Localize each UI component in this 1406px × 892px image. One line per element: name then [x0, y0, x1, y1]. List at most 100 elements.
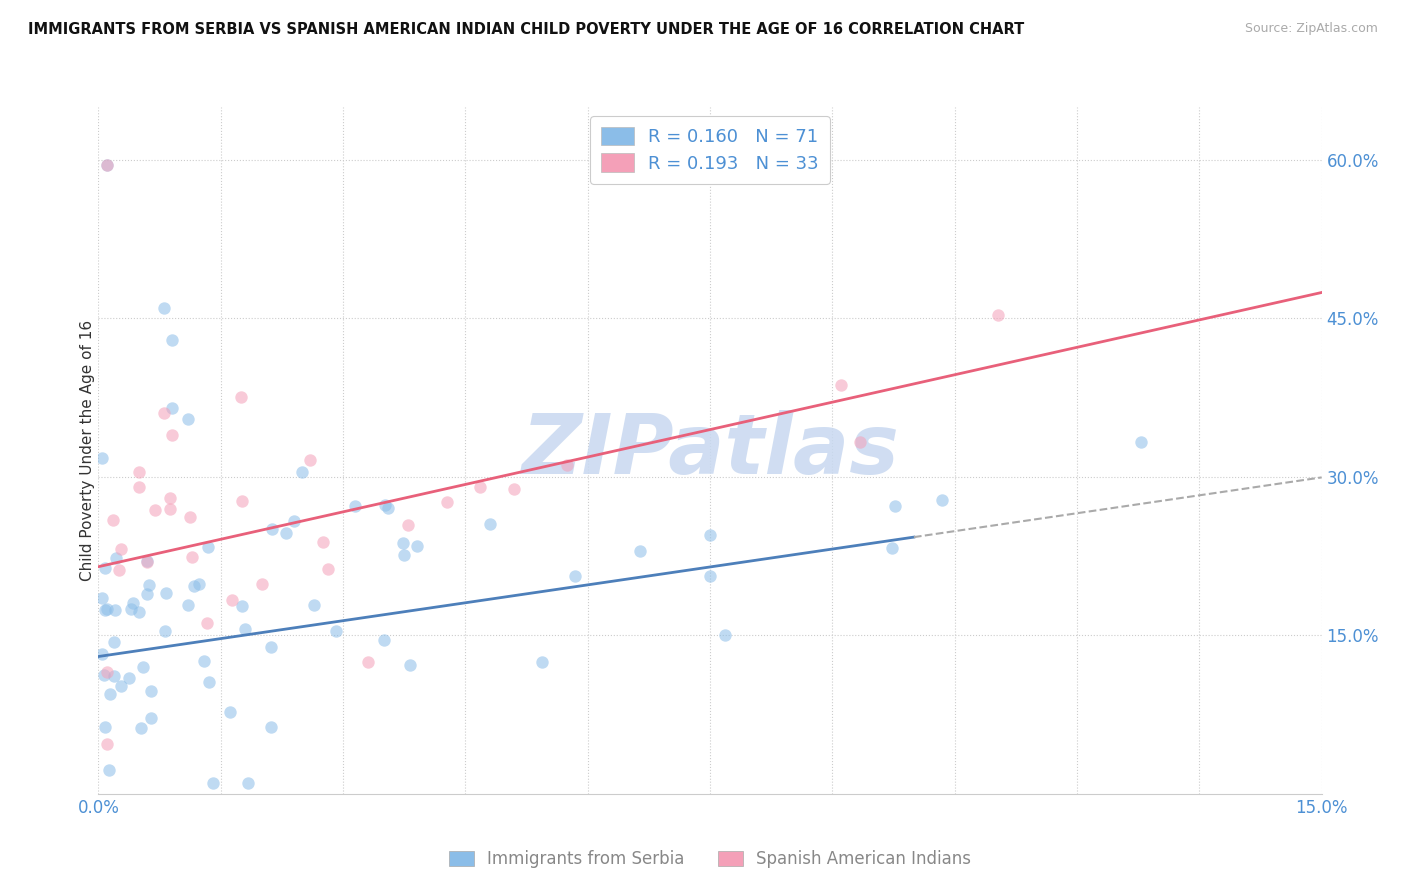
- Point: [699, 569, 721, 583]
- Point: [91, 451, 114, 466]
- Point: [502, 482, 524, 496]
- Point: [135, 554, 157, 568]
- Point: [152, 407, 174, 421]
- Point: [183, 579, 205, 593]
- Point: [152, 301, 174, 315]
- Point: [374, 498, 396, 512]
- Point: [159, 502, 181, 516]
- Point: [325, 624, 347, 638]
- Point: [202, 776, 225, 790]
- Point: [122, 596, 145, 610]
- Point: [132, 660, 155, 674]
- Point: [195, 616, 218, 631]
- Point: [91, 647, 114, 661]
- Legend: Immigrants from Serbia, Spanish American Indians: Immigrants from Serbia, Spanish American…: [441, 844, 979, 875]
- Text: IMMIGRANTS FROM SERBIA VS SPANISH AMERICAN INDIAN CHILD POVERTY UNDER THE AGE OF: IMMIGRANTS FROM SERBIA VS SPANISH AMERIC…: [28, 22, 1025, 37]
- Point: [392, 549, 415, 563]
- Point: [96, 158, 118, 172]
- Point: [356, 655, 378, 669]
- Point: [198, 675, 221, 690]
- Point: [110, 542, 132, 557]
- Point: [100, 687, 122, 701]
- Point: [274, 525, 297, 540]
- Point: [96, 601, 118, 615]
- Point: [128, 480, 150, 494]
- Point: [231, 599, 253, 613]
- Point: [262, 522, 284, 536]
- Point: [96, 737, 118, 751]
- Point: [141, 683, 163, 698]
- Point: [193, 654, 215, 668]
- Point: [118, 671, 141, 685]
- Point: [260, 640, 283, 654]
- Point: [155, 586, 177, 600]
- Point: [260, 720, 283, 734]
- Point: [405, 539, 427, 553]
- Point: [316, 562, 339, 576]
- Point: [197, 540, 219, 554]
- Point: [177, 411, 200, 425]
- Point: [160, 401, 183, 416]
- Point: [478, 517, 501, 532]
- Point: [181, 549, 204, 564]
- Point: [97, 764, 120, 778]
- Point: [531, 655, 554, 669]
- Point: [120, 602, 142, 616]
- Point: [564, 569, 586, 583]
- Point: [299, 453, 322, 467]
- Point: [138, 577, 160, 591]
- Point: [103, 634, 125, 648]
- Point: [96, 158, 118, 172]
- Point: [231, 494, 253, 508]
- Point: [94, 603, 117, 617]
- Point: [110, 679, 132, 693]
- Point: [188, 577, 211, 591]
- Point: [436, 495, 458, 509]
- Point: [91, 591, 114, 606]
- Point: [139, 711, 162, 725]
- Point: [94, 720, 117, 734]
- Point: [880, 541, 903, 556]
- Point: [884, 499, 907, 513]
- Point: [699, 528, 721, 542]
- Point: [136, 586, 159, 600]
- Point: [312, 535, 335, 549]
- Point: [128, 465, 150, 479]
- Point: [177, 598, 200, 612]
- Point: [104, 551, 127, 566]
- Point: [93, 668, 115, 682]
- Text: Source: ZipAtlas.com: Source: ZipAtlas.com: [1244, 22, 1378, 36]
- Point: [392, 535, 415, 549]
- Point: [398, 658, 420, 673]
- Point: [103, 668, 125, 682]
- Point: [143, 503, 166, 517]
- Point: [468, 480, 491, 494]
- Point: [94, 560, 117, 574]
- Point: [628, 543, 651, 558]
- Point: [136, 555, 159, 569]
- Point: [714, 628, 737, 642]
- Point: [104, 603, 127, 617]
- Point: [830, 378, 852, 392]
- Point: [160, 427, 183, 442]
- Point: [1130, 435, 1153, 450]
- Point: [344, 499, 367, 513]
- Point: [129, 721, 152, 735]
- Point: [153, 624, 176, 638]
- Point: [218, 705, 240, 719]
- Point: [283, 514, 305, 528]
- Point: [304, 598, 326, 612]
- Point: [233, 622, 256, 636]
- Point: [931, 493, 953, 508]
- Point: [377, 501, 399, 516]
- Point: [229, 390, 252, 404]
- Point: [250, 576, 273, 591]
- Point: [221, 592, 243, 607]
- Point: [987, 308, 1010, 322]
- Point: [159, 491, 181, 505]
- Point: [373, 632, 395, 647]
- Point: [101, 513, 124, 527]
- Point: [160, 333, 183, 347]
- Y-axis label: Child Poverty Under the Age of 16: Child Poverty Under the Age of 16: [80, 320, 94, 581]
- Point: [849, 435, 872, 450]
